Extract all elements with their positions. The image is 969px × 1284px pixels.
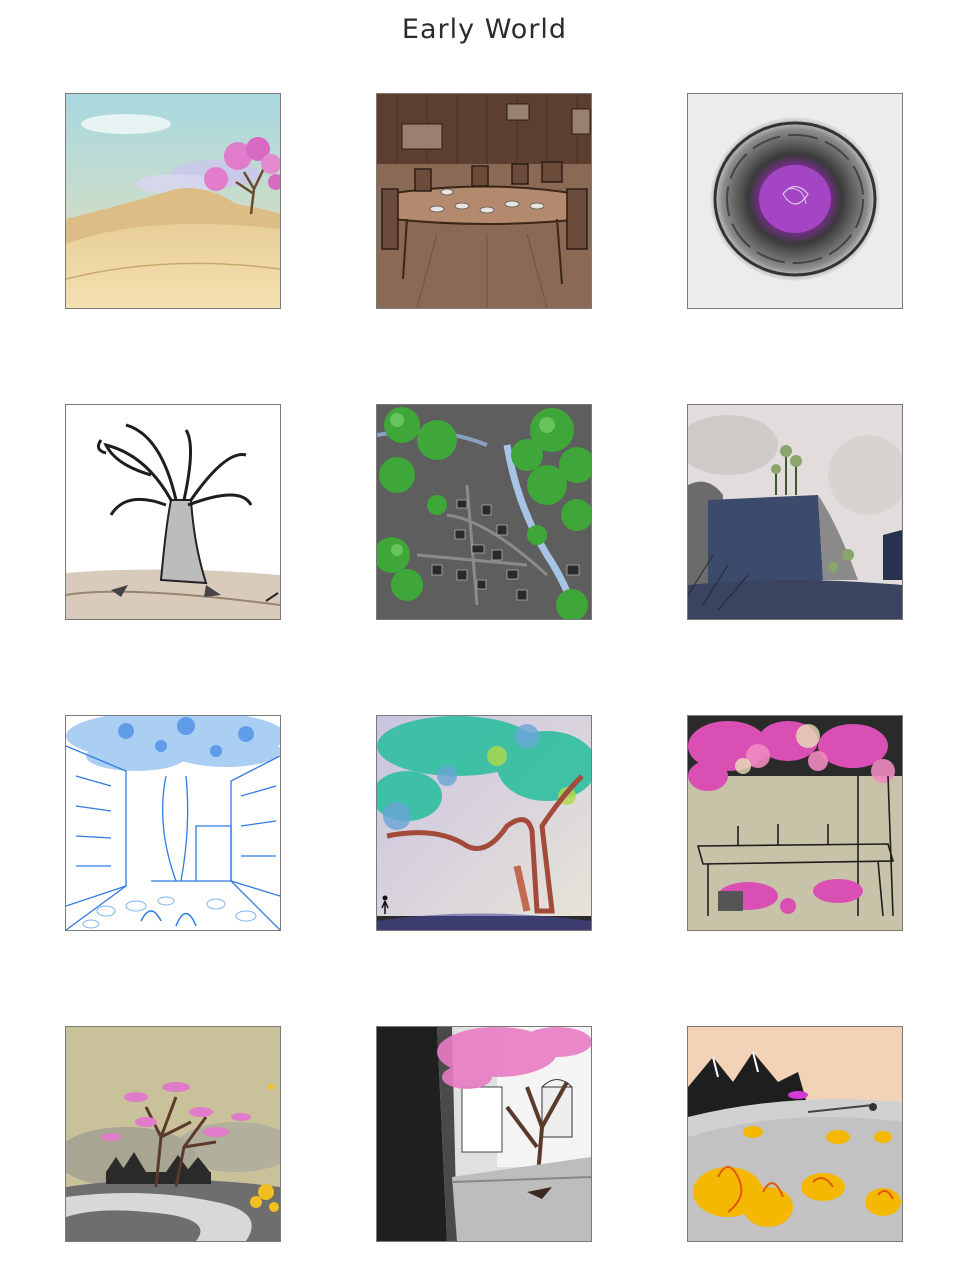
blue-line-street-artwork xyxy=(66,716,280,930)
gallery-thumbnail-8[interactable] xyxy=(376,715,592,931)
ink-tree-stump-artwork xyxy=(66,405,280,619)
desert-dunes-artwork xyxy=(66,94,280,308)
gallery-thumbnail-5[interactable] xyxy=(376,404,592,620)
gallery-thumbnail-12[interactable] xyxy=(687,1026,903,1242)
gallery-thumbnail-3[interactable] xyxy=(687,93,903,309)
gallery-thumbnail-4[interactable] xyxy=(65,404,281,620)
gallery-thumbnail-10[interactable] xyxy=(65,1026,281,1242)
dining-hall-artwork xyxy=(377,94,591,308)
gallery-thumbnail-9[interactable] xyxy=(687,715,903,931)
vortex-portal-artwork xyxy=(688,94,902,308)
gallery-thumbnail-6[interactable] xyxy=(687,404,903,620)
pink-tree-street-artwork xyxy=(377,1027,591,1241)
gallery-thumbnail-7[interactable] xyxy=(65,715,281,931)
pink-tree-road-artwork xyxy=(66,1027,280,1241)
gallery-thumbnail-11[interactable] xyxy=(376,1026,592,1242)
teal-canopy-tree-artwork xyxy=(377,716,591,930)
pink-blossom-table-artwork xyxy=(688,716,902,930)
cliff-landscape-artwork xyxy=(688,405,902,619)
gallery-thumbnail-1[interactable] xyxy=(65,93,281,309)
village-map-artwork xyxy=(377,405,591,619)
page-title: Early World xyxy=(401,14,568,45)
fiery-flowers-artwork xyxy=(688,1027,902,1241)
gallery-thumbnail-2[interactable] xyxy=(376,93,592,309)
